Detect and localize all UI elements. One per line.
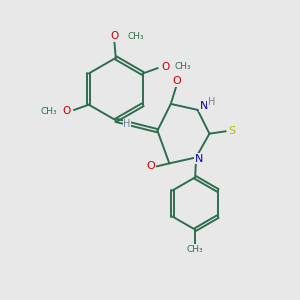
Text: CH₃: CH₃ xyxy=(40,107,57,116)
Text: N: N xyxy=(200,101,208,111)
Text: CH₃: CH₃ xyxy=(175,62,192,71)
Text: O: O xyxy=(161,62,169,72)
Text: CH₃: CH₃ xyxy=(187,245,203,254)
Text: S: S xyxy=(228,126,235,136)
Text: N: N xyxy=(195,154,203,164)
Text: H: H xyxy=(123,119,131,129)
Text: O: O xyxy=(172,76,181,86)
Text: O: O xyxy=(62,106,70,116)
Text: O: O xyxy=(110,31,118,41)
Text: CH₃: CH₃ xyxy=(127,32,144,41)
Text: H: H xyxy=(208,97,215,106)
Text: O: O xyxy=(146,161,155,171)
